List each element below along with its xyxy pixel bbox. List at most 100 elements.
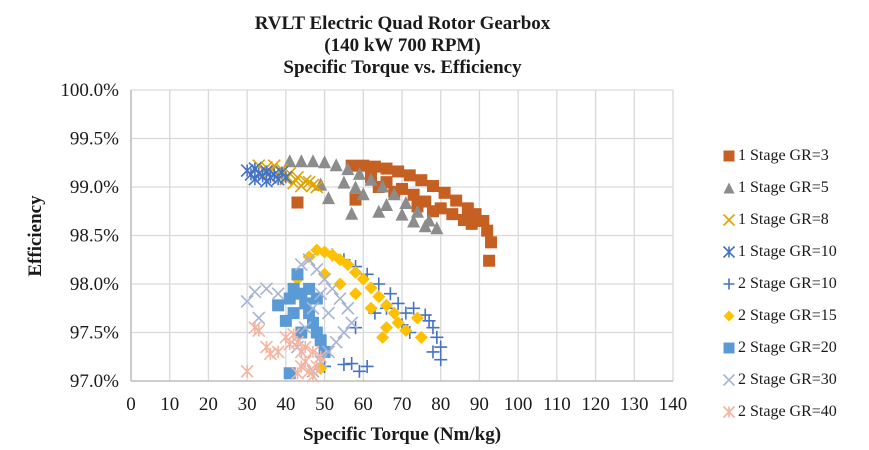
data-point <box>356 272 370 286</box>
data-point <box>372 204 386 218</box>
data-point <box>329 158 343 172</box>
data-point <box>415 174 428 187</box>
data-point <box>410 204 424 218</box>
data-point <box>329 335 343 349</box>
chart-title-line-1: RVLT Electric Quad Rotor Gearbox <box>254 13 551 34</box>
data-point <box>426 180 439 193</box>
data-point <box>298 340 312 354</box>
data-point <box>318 155 332 169</box>
legend-label: 1 Stage GR=10 <box>738 243 837 260</box>
diamond-marker-icon <box>723 310 735 322</box>
data-point <box>387 187 401 201</box>
legend-item: 2 Stage GR=30 <box>722 364 837 396</box>
asterisk-marker-icon <box>722 405 736 419</box>
y-tick-label: 100.0% <box>60 80 119 101</box>
data-point <box>380 321 394 335</box>
legend-label: 1 Stage GR=3 <box>738 147 829 164</box>
y-tick-label: 98.5% <box>70 226 119 247</box>
data-point <box>426 205 439 218</box>
data-point <box>302 175 316 189</box>
series-1-stage-gr-10 <box>240 162 293 188</box>
series-1-stage-gr-5 <box>283 154 444 235</box>
x-tick-label: 80 <box>431 394 450 415</box>
x-tick-label: 50 <box>315 394 334 415</box>
data-point <box>310 262 324 277</box>
data-point <box>259 174 274 188</box>
data-point <box>380 197 394 211</box>
data-point <box>306 345 320 359</box>
data-point <box>283 292 296 305</box>
legend-item: 2 Stage GR=40 <box>722 396 837 428</box>
data-point <box>372 290 386 304</box>
data-point <box>364 281 378 295</box>
data-point <box>426 321 440 335</box>
data-point <box>399 196 413 210</box>
data-point <box>434 353 448 367</box>
data-point <box>376 330 390 344</box>
x-marker-icon <box>722 213 736 227</box>
data-point <box>438 186 451 199</box>
y-tick-label: 99.5% <box>70 129 119 150</box>
data-point <box>364 172 378 186</box>
legend-item: 2 Stage GR=20 <box>722 332 837 364</box>
x-tick-label: 0 <box>126 394 136 415</box>
data-point <box>418 219 432 233</box>
data-point <box>314 350 328 364</box>
tick-labels: 0 10 20 30 40 50 60 70 80 90 100 110 120 130 140 97.0% 9… <box>60 80 687 415</box>
data-point <box>299 297 312 310</box>
legend-item: 2 Stage GR=10 <box>722 268 837 300</box>
data-point <box>337 325 351 340</box>
x-tick-label: 70 <box>393 394 412 415</box>
legend-label: 2 Stage GR=15 <box>738 307 837 324</box>
data-point <box>314 287 328 301</box>
data-point <box>333 291 347 306</box>
data-point <box>294 359 308 374</box>
data-point <box>399 324 413 338</box>
legend-item: 1 Stage GR=5 <box>722 172 837 204</box>
data-point <box>422 314 436 328</box>
x-tick-label: 120 <box>581 394 610 415</box>
data-point <box>364 301 378 315</box>
data-point <box>349 180 363 194</box>
data-point <box>240 364 254 378</box>
data-point <box>294 258 308 272</box>
x-tick-label: 110 <box>543 394 571 415</box>
data-point <box>380 298 394 312</box>
data-point <box>399 306 413 320</box>
gridlines <box>130 89 674 382</box>
data-point <box>240 294 254 309</box>
data-point <box>321 191 335 205</box>
data-point <box>279 170 293 184</box>
data-point <box>357 159 370 172</box>
data-point <box>345 357 359 371</box>
data-point <box>465 217 478 230</box>
x-tick-label: 30 <box>238 394 257 415</box>
data-point <box>310 180 324 194</box>
data-point <box>380 162 393 175</box>
triangle-marker-icon <box>723 182 735 194</box>
legend-label: 1 Stage GR=8 <box>738 211 829 228</box>
data-point <box>271 345 285 359</box>
plus-marker-icon <box>723 278 735 290</box>
square-marker-icon <box>723 342 735 354</box>
data-point <box>337 358 351 372</box>
data-point <box>306 154 320 168</box>
data-point <box>483 254 496 267</box>
legend: 1 Stage GR=3 1 Stage GR=5 1 Stage GR=8 1 St… <box>722 140 837 428</box>
data-point <box>349 287 363 301</box>
x-tick-label: 20 <box>199 394 218 415</box>
y-tick-label: 99.0% <box>70 177 119 198</box>
data-point <box>414 330 428 344</box>
legend-label: 2 Stage GR=20 <box>738 339 837 356</box>
data-point <box>434 340 448 354</box>
y-tick-label: 97.5% <box>70 323 119 344</box>
data-points <box>240 154 498 383</box>
data-point <box>303 282 316 295</box>
data-point <box>349 193 362 206</box>
data-point <box>341 162 355 176</box>
data-point <box>407 214 421 228</box>
data-point <box>360 359 374 373</box>
data-point <box>352 364 366 378</box>
data-point <box>341 258 355 272</box>
x-tick-label: 10 <box>160 394 179 415</box>
